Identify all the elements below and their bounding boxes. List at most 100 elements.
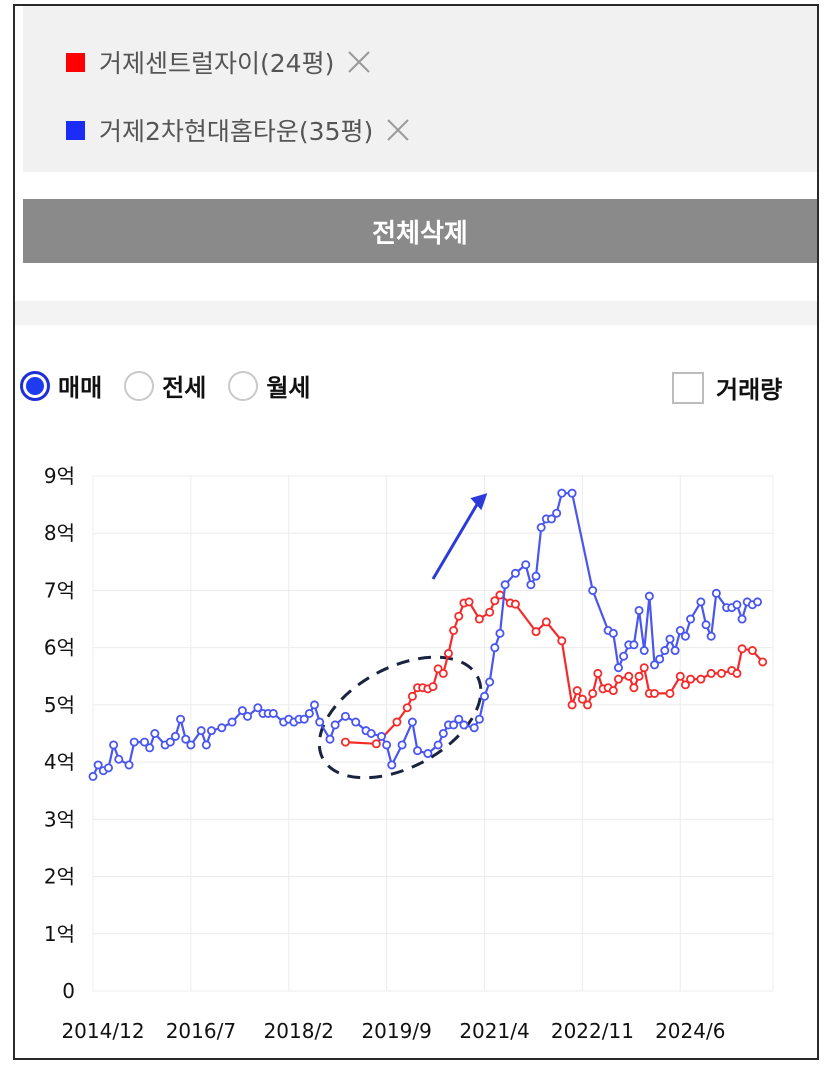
data-point (696, 674, 706, 684)
data-point (454, 714, 464, 724)
data-point (217, 723, 227, 733)
data-point (490, 596, 500, 606)
trade-volume-label: 거래량 (716, 376, 783, 404)
data-point (145, 743, 155, 753)
data-point (196, 726, 206, 736)
data-point (485, 677, 495, 687)
data-point (536, 523, 546, 533)
data-point (660, 646, 670, 656)
data-point (387, 760, 397, 770)
data-point (495, 628, 505, 638)
y-tick-label: 7억 (44, 578, 75, 602)
data-point (392, 717, 402, 727)
data-point (268, 708, 278, 718)
checkbox[interactable] (672, 371, 704, 404)
data-point (675, 625, 685, 635)
series-line-hyundai-hometown (91, 492, 759, 777)
legend-item-1: 거제센트럴자이(24평) (66, 42, 372, 82)
data-point (650, 688, 660, 698)
data-point (572, 686, 582, 696)
legend-item-name: 거제2차현대홈타운(35평) (99, 117, 374, 146)
radio-option-jeonse[interactable]: 전세 (124, 368, 206, 403)
radio-selected-icon[interactable] (20, 370, 50, 401)
x-tick-label: 2014/12 (61, 1019, 144, 1043)
data-point (670, 646, 680, 656)
radio-option-monthly-rent[interactable]: 월세 (228, 368, 311, 403)
x-tick-label: 2024/6 (655, 1019, 725, 1043)
data-point (150, 728, 160, 738)
data-point (176, 714, 186, 724)
data-point (325, 734, 335, 744)
data-point (706, 668, 716, 678)
data-point (181, 734, 191, 744)
data-point (340, 737, 350, 747)
chart-series (88, 488, 768, 781)
data-point (567, 700, 577, 710)
data-point (650, 660, 660, 670)
data-point (531, 571, 541, 581)
data-point (675, 671, 685, 681)
data-point (753, 597, 763, 607)
data-point (402, 703, 412, 713)
data-point (526, 580, 536, 590)
data-point (701, 620, 711, 630)
y-tick-label: 2억 (44, 865, 75, 889)
data-point (510, 599, 520, 609)
data-point (397, 740, 407, 750)
data-point (490, 643, 500, 653)
data-point (371, 739, 381, 749)
selected-complex-list: 거제센트럴자이(24평) 거제2차현대홈타운(35평) (23, 6, 817, 172)
delete-all-button[interactable]: 전체삭제 (23, 199, 817, 263)
y-axis-ticks: 0 1억 2억 3억 4억 5억 6억 7억 8억 9억 (44, 464, 75, 1003)
data-point (583, 700, 593, 710)
data-point (407, 691, 417, 701)
data-point (124, 760, 134, 770)
legend-swatch-blue (66, 120, 85, 140)
data-point (170, 731, 180, 741)
legend-item-name: 거제센트럴자이(24평) (99, 49, 335, 78)
data-point (613, 674, 623, 684)
y-tick-label: 8억 (44, 521, 75, 545)
data-point (732, 600, 742, 610)
data-point (644, 591, 654, 601)
y-tick-label: 5억 (44, 693, 75, 717)
data-point (443, 648, 453, 658)
data-point (732, 668, 742, 678)
data-point (469, 723, 479, 733)
data-point (716, 668, 726, 678)
y-tick-label: 6억 (44, 636, 75, 660)
y-tick-label: 9억 (44, 464, 75, 488)
trade-type-radio-group: 매매 전세 월세 (20, 368, 333, 403)
trend-arrow-line (431, 501, 480, 580)
radio-label: 매매 (58, 374, 103, 402)
data-point (413, 746, 423, 756)
data-point (747, 646, 757, 656)
data-point (634, 605, 644, 615)
data-point (737, 614, 747, 624)
trade-volume-toggle[interactable]: 거래량 (672, 370, 782, 405)
data-point (680, 631, 690, 641)
radio-unselected-icon[interactable] (228, 370, 259, 401)
data-point (758, 657, 768, 667)
legend-swatch-red (66, 52, 85, 72)
data-point (500, 580, 510, 590)
data-point (310, 700, 320, 710)
data-point (464, 597, 474, 607)
close-icon[interactable] (346, 49, 372, 75)
x-tick-label: 2018/2 (264, 1019, 334, 1043)
data-point (304, 708, 314, 718)
data-point (129, 737, 139, 747)
data-point (243, 711, 253, 721)
data-point (315, 717, 325, 727)
data-point (474, 714, 484, 724)
data-point (552, 508, 562, 518)
data-point (629, 683, 639, 693)
close-icon[interactable] (385, 117, 411, 143)
data-point (588, 688, 598, 698)
data-point (665, 688, 675, 698)
radio-unselected-icon[interactable] (124, 370, 155, 401)
data-point (449, 720, 459, 730)
data-point (186, 740, 196, 750)
radio-option-sale[interactable]: 매매 (20, 368, 102, 403)
data-point (340, 711, 350, 721)
